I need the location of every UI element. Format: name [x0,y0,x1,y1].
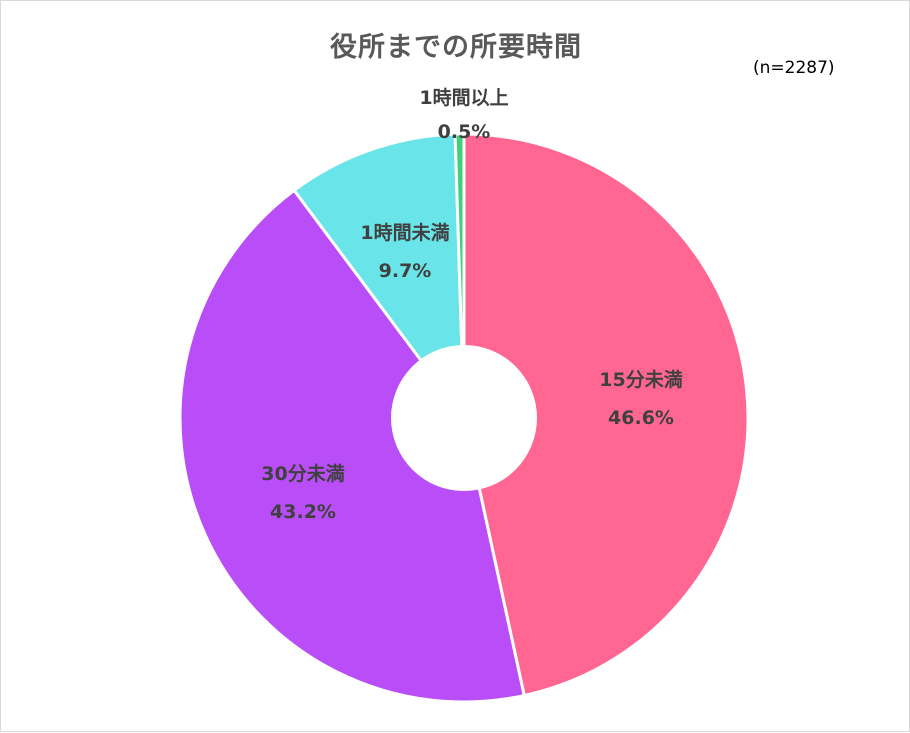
slice-category-label: 1時間以上 [419,87,508,109]
pie-slice [292,132,466,423]
pie-slices [178,132,750,704]
pie-slice [178,188,526,704]
slice-value-label: 9.7% [379,260,432,282]
donut-hole [391,345,537,491]
slice-value-label: 0.5% [438,121,491,143]
slice-value-label: 43.2% [270,501,336,523]
slice-value-label: 46.6% [608,407,674,429]
chart-title: 役所までの所要時間 [330,32,582,63]
pie-labels: 15分未満 46.6% 30分未満 43.2% 1時間未満 9.7% 1時間以上 0.5% [261,87,682,523]
slice-category-label: 15分未満 [599,368,682,391]
slice-category-label: 1時間未満 [360,221,449,244]
pie-slice [462,132,750,698]
slice-category-label: 30分未満 [261,462,344,485]
sample-size-note: (n=2287) [753,58,835,78]
